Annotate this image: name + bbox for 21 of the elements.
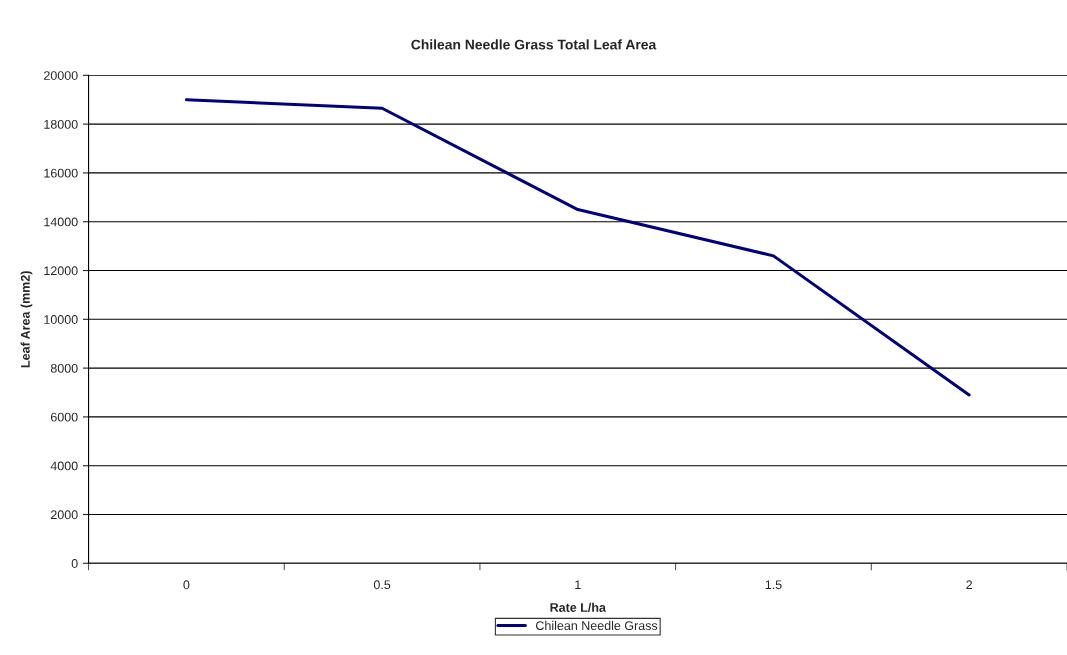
chart-title: Chilean Needle Grass Total Leaf Area bbox=[411, 39, 657, 50]
x-tick-label: 1.5 bbox=[765, 580, 782, 590]
y-tick-label: 2000 bbox=[50, 510, 78, 520]
y-tick-label: 10000 bbox=[44, 315, 78, 324]
y-tick-label: 20000 bbox=[44, 71, 78, 80]
y-axis-title: Leaf Area (mm2) bbox=[20, 271, 33, 368]
legend-label: Chilean Needle Grass bbox=[536, 620, 658, 631]
y-tick-label: 18000 bbox=[44, 119, 78, 129]
line-series bbox=[184, 98, 971, 397]
x-axis-title: Rate L/ha bbox=[550, 602, 606, 613]
y-tick-label: 16000 bbox=[44, 168, 78, 178]
y-tick-label: 14000 bbox=[44, 217, 78, 227]
y-tick-label: 12000 bbox=[44, 266, 78, 276]
x-tick-label: 0 bbox=[183, 580, 190, 590]
x-tick-label: 0.5 bbox=[373, 580, 391, 590]
y-tick-label: 6000 bbox=[50, 412, 78, 422]
y-tick-label: 0 bbox=[71, 559, 78, 568]
x-tick-label: 1 bbox=[575, 580, 581, 590]
y-tick-label: 8000 bbox=[50, 363, 78, 373]
y-tick-label: 4000 bbox=[50, 461, 78, 471]
x-tick-label: 2 bbox=[966, 580, 972, 590]
